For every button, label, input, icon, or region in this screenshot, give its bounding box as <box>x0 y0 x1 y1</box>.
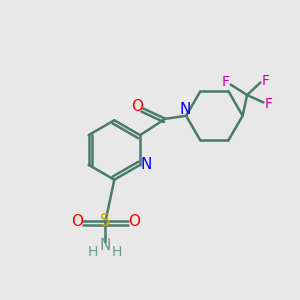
Text: O: O <box>128 214 140 229</box>
Text: N: N <box>100 238 111 253</box>
Text: O: O <box>131 99 143 114</box>
Text: H: H <box>112 245 122 259</box>
Text: F: F <box>262 74 270 88</box>
Text: F: F <box>265 97 273 111</box>
Text: H: H <box>88 245 98 259</box>
Text: O: O <box>71 214 83 229</box>
Text: N: N <box>141 158 152 172</box>
Text: S: S <box>100 212 111 230</box>
Text: N: N <box>180 102 191 117</box>
Text: F: F <box>221 75 230 89</box>
